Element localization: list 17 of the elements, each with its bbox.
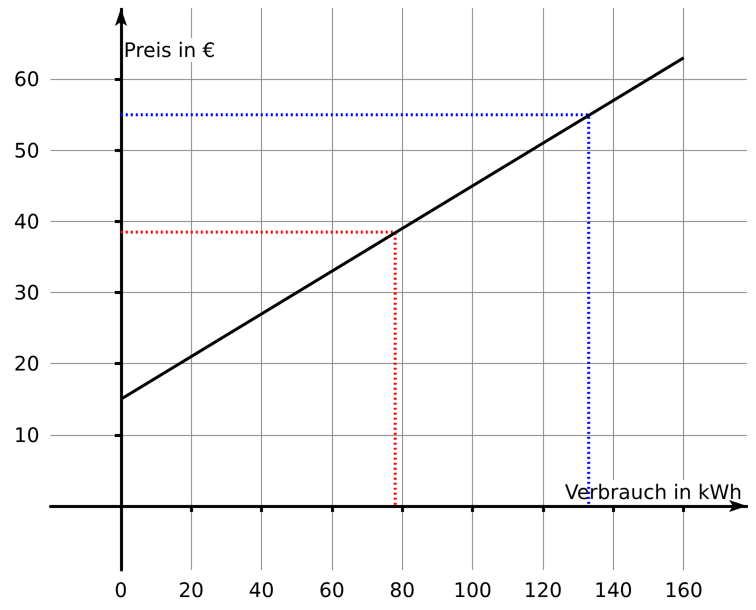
x-tick-label: 80 xyxy=(390,578,415,602)
x-tick-label: 140 xyxy=(594,578,632,602)
x-axis-title: Verbrauch in kWh xyxy=(564,480,742,504)
x-tick-label: 60 xyxy=(319,578,345,602)
y-tick-label: 20 xyxy=(14,352,40,376)
y-tick-label: 30 xyxy=(14,280,40,305)
y-tick-label: 40 xyxy=(14,209,40,234)
y-tick-label: 50 xyxy=(14,138,40,162)
x-tick-label: 0 xyxy=(114,578,128,602)
x-tick-label: 100 xyxy=(454,578,492,602)
x-tick-label: 160 xyxy=(664,578,703,602)
x-tick-label: 20 xyxy=(178,578,204,602)
y-tick-label: 60 xyxy=(14,67,40,92)
x-tick-label: 40 xyxy=(248,578,274,602)
x-tick-label: 120 xyxy=(524,578,562,602)
y-tick-label: 10 xyxy=(14,422,40,447)
y-axis-title: Preis in € xyxy=(124,38,216,62)
